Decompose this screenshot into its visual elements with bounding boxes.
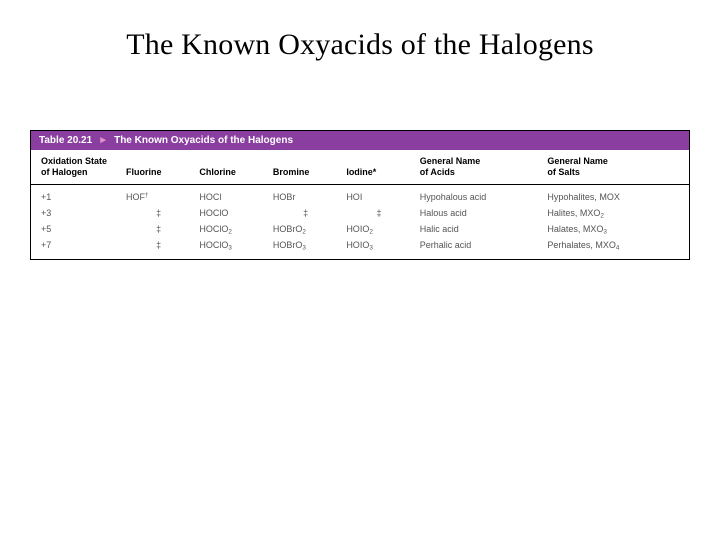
table-body: +1 HOF† HOCl HOBr HOI Hypohalous acid Hy… [31,184,689,259]
col-header-fluorine: Fluorine [122,150,195,184]
cell-oxidation: +7 [31,237,122,259]
table-header-row: Oxidation Stateof Halogen Fluorine Chlor… [31,150,689,184]
oxyacids-table: Oxidation Stateof Halogen Fluorine Chlor… [31,150,689,259]
col-header-iodine: Iodine* [342,150,415,184]
table-caption-bar: Table 20.21 ► The Known Oxyacids of the … [31,131,689,150]
cell-salt-name: Perhalates, MXO4 [543,237,689,259]
col-header-bromine: Bromine [269,150,342,184]
table-row: +5 ‡ HOClO2 HOBrO2 HOIO2 Halic acid Hala… [31,221,689,237]
cell-salt-name: Halates, MXO3 [543,221,689,237]
slide: The Known Oxyacids of the Halogens Table… [0,0,720,540]
slide-title: The Known Oxyacids of the Halogens [0,28,720,62]
oxyacids-table-container: Table 20.21 ► The Known Oxyacids of the … [30,130,690,260]
table-number: Table 20.21 [39,135,92,146]
table-caption-title: The Known Oxyacids of the Halogens [114,135,293,146]
cell-bromine: HOBrO2 [269,221,342,237]
col-header-oxidation: Oxidation Stateof Halogen [31,150,122,184]
table-row: +7 ‡ HOClO3 HOBrO3 HOIO3 Perhalic acid P… [31,237,689,259]
cell-bromine: HOBr [269,184,342,205]
cell-acid-name: Halous acid [416,205,544,221]
cell-iodine: HOIO3 [342,237,415,259]
cell-oxidation: +1 [31,184,122,205]
col-header-salts: General Nameof Salts [543,150,689,184]
cell-iodine: HOIO2 [342,221,415,237]
cell-salt-name: Halites, MXO2 [543,205,689,221]
cell-oxidation: +5 [31,221,122,237]
table-row: +3 ‡ HOClO ‡ ‡ Halous acid Halites, MXO2 [31,205,689,221]
cell-chlorine: HOCl [195,184,268,205]
cell-chlorine: HOClO [195,205,268,221]
cell-acid-name: Halic acid [416,221,544,237]
table-row: +1 HOF† HOCl HOBr HOI Hypohalous acid Hy… [31,184,689,205]
cell-salt-name: Hypohalites, MOX [543,184,689,205]
cell-fluorine: ‡ [122,237,195,259]
cell-acid-name: Perhalic acid [416,237,544,259]
cell-acid-name: Hypohalous acid [416,184,544,205]
cell-iodine: HOI [342,184,415,205]
cell-iodine: ‡ [342,205,415,221]
cell-bromine: ‡ [269,205,342,221]
cell-fluorine: HOF† [122,184,195,205]
cell-chlorine: HOClO2 [195,221,268,237]
caption-arrow-icon: ► [98,135,108,146]
cell-fluorine: ‡ [122,205,195,221]
cell-chlorine: HOClO3 [195,237,268,259]
col-header-acids: General Nameof Acids [416,150,544,184]
cell-bromine: HOBrO3 [269,237,342,259]
cell-fluorine: ‡ [122,221,195,237]
cell-oxidation: +3 [31,205,122,221]
col-header-chlorine: Chlorine [195,150,268,184]
